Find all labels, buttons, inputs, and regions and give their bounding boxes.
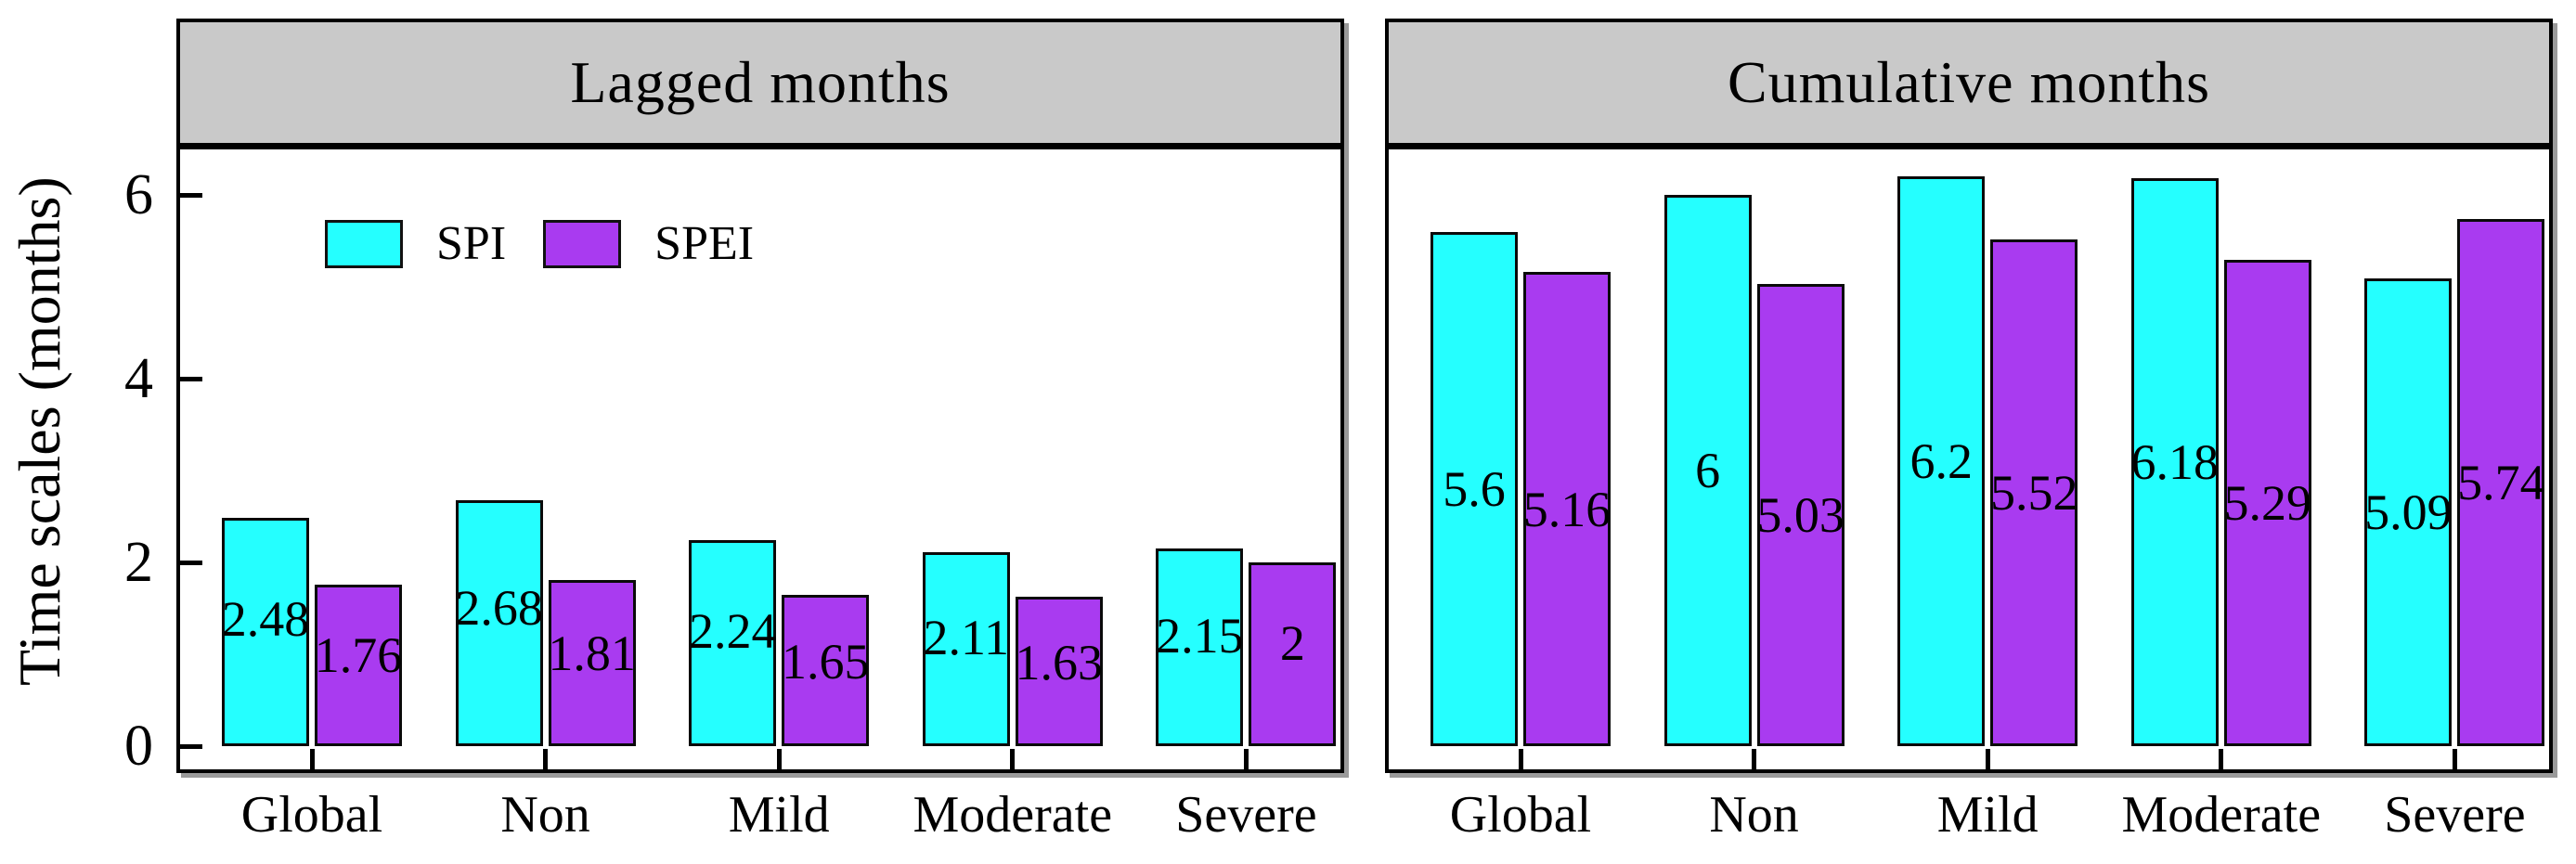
panel-cumulative-months: Cumulative months 5.6 5.16 6 5.03 6.2 5.52 6.1…: [1385, 19, 2553, 773]
bar-value-label-spi-non: 2.68: [455, 580, 543, 637]
x-category-label-severe: Severe: [2384, 786, 2526, 844]
x-category-label-mild: Mild: [728, 786, 830, 844]
bar-spei-mild: [782, 594, 870, 746]
y-tick-4: [180, 377, 202, 381]
bar-spi-moderate: [922, 552, 1010, 746]
bar-value-label-spei-severe: 5.74: [2457, 454, 2545, 510]
bar-spei-global: [1523, 272, 1611, 746]
bar-spei-mild: [1990, 239, 2078, 746]
bar-value-label-spi-mild: 2.24: [688, 602, 777, 659]
bar-spei-non: [1756, 284, 1845, 746]
x-category-label-moderate: Moderate: [2121, 786, 2322, 844]
x-category-label-global: Global: [1449, 786, 1592, 844]
x-tick-severe: [1243, 749, 1249, 769]
bar-value-label-spei-moderate: 1.63: [1015, 634, 1104, 690]
x-tick-moderate: [1010, 749, 1016, 769]
panel-title-cumulative: Cumulative months: [1389, 22, 2549, 149]
y-tick-0: [180, 744, 202, 749]
bar-spei-global: [315, 584, 402, 746]
bar-value-label-spi-global: 5.6: [1443, 460, 1506, 517]
y-tick-label-2: 2: [124, 531, 153, 594]
y-tick-6: [180, 193, 202, 198]
legend-item-spi: SPI: [325, 220, 506, 268]
bar-spi-non: [455, 499, 543, 746]
x-tick-moderate: [2219, 749, 2224, 769]
bar-value-label-spei-non: 1.81: [548, 625, 636, 681]
legend-label-spei: SPEI: [654, 217, 755, 270]
bar-spei-severe: [1249, 562, 1337, 746]
bar-value-label-spi-mild: 6.2: [1909, 433, 1973, 490]
x-tick-global: [1518, 749, 1523, 769]
bar-value-label-spei-mild: 1.65: [781, 633, 870, 690]
bar-spi-global: [222, 518, 309, 746]
x-tick-mild: [1985, 749, 1990, 769]
x-category-label-severe: Severe: [1175, 786, 1317, 844]
bar-value-label-spei-moderate: 5.29: [2223, 475, 2312, 532]
x-category-label-mild: Mild: [1936, 786, 2039, 844]
bar-value-label-spi-severe: 5.09: [2364, 484, 2453, 541]
x-tick-global: [309, 749, 315, 769]
bar-value-label-spi-non: 6: [1695, 443, 1721, 498]
y-tick-label-0: 0: [124, 715, 153, 778]
x-tick-non: [543, 749, 549, 769]
bar-spei-moderate: [2223, 260, 2311, 746]
x-category-label-moderate: Moderate: [913, 786, 1113, 844]
spei-color-swatch-icon: [543, 220, 622, 268]
legend-label-spi: SPI: [436, 217, 507, 270]
y-tick-label-4: 4: [124, 347, 153, 410]
bar-spi-mild: [1897, 176, 1986, 746]
x-tick-mild: [776, 749, 782, 769]
plot-area-cumulative: 5.6 5.16 6 5.03 6.2 5.52 6.18 5.29 5.09 5.74: [1389, 149, 2549, 769]
bar-value-label-spi-moderate: 2.11: [923, 610, 1010, 666]
panel-lagged-months: Lagged months SPI SPEI 2.48 1.76 2.68 1.81 2…: [176, 19, 1344, 773]
bar-value-label-spi-global: 2.48: [221, 590, 310, 647]
legend-item-spei: SPEI: [543, 220, 754, 268]
x-tick-non: [1752, 749, 1757, 769]
bar-value-label-spei-global: 1.76: [314, 627, 403, 684]
bar-value-label-spi-moderate: 6.18: [2130, 434, 2220, 491]
bar-spi-severe: [2364, 278, 2453, 746]
x-category-label-global: Global: [240, 786, 383, 844]
x-category-label-non: Non: [1709, 786, 1799, 844]
x-category-label-non: Non: [500, 786, 590, 844]
bar-spi-severe: [1156, 548, 1244, 746]
bar-spi-non: [1663, 195, 1752, 746]
y-tick-label-6: 6: [124, 163, 153, 226]
bar-value-label-spei-non: 5.03: [1756, 487, 1845, 543]
bar-spei-moderate: [1015, 596, 1103, 746]
panel-title-lagged: Lagged months: [180, 22, 1340, 149]
bar-value-label-spi-severe: 2.15: [1156, 607, 1244, 664]
bar-spi-moderate: [2130, 178, 2219, 746]
plot-area-lagged: SPI SPEI 2.48 1.76 2.68 1.81 2.24 1.65 2.11 1.6…: [180, 149, 1340, 769]
bar-spei-severe: [2457, 218, 2545, 746]
y-axis-title: Time scales (months): [6, 176, 72, 687]
bar-spei-non: [548, 579, 636, 746]
bar-spi-global: [1430, 231, 1518, 746]
bar-value-label-spei-severe: 2: [1279, 615, 1305, 672]
spi-color-swatch-icon: [325, 220, 403, 268]
legend: SPI SPEI: [325, 220, 791, 268]
x-tick-severe: [2452, 749, 2457, 769]
bar-value-label-spei-global: 5.16: [1522, 481, 1612, 537]
bar-value-label-spei-mild: 5.52: [1989, 464, 2078, 521]
bar-spi-mild: [689, 540, 777, 746]
y-tick-2: [180, 561, 202, 565]
